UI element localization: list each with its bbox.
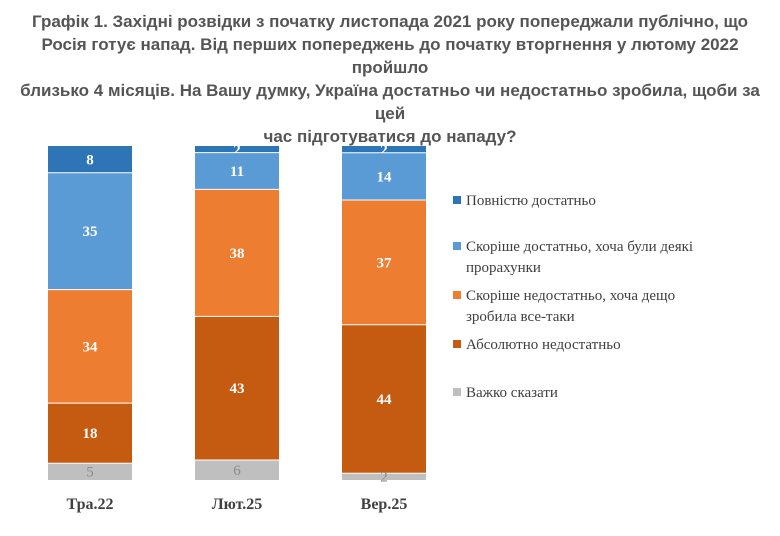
- data-label-1-4: 18: [83, 426, 98, 442]
- legend-swatch-5: [453, 388, 461, 396]
- title-line-2: Росія готує напад. Від перших попереджен…: [41, 35, 739, 77]
- data-label-1-1: 8: [86, 152, 94, 168]
- legend-swatch-3: [453, 291, 461, 299]
- category-label-1: Тра.22: [67, 496, 114, 513]
- legend-label-3-line-1: Скоріше недостатньо, хоча дещо: [466, 288, 675, 304]
- bar-segment-2-3: [195, 189, 279, 317]
- bar-segment-3-5: [342, 473, 426, 480]
- bar-segment-2-2: [195, 152, 279, 190]
- category-label-3: Вер.25: [361, 496, 408, 513]
- data-label-3-3: 37: [377, 255, 393, 271]
- data-label-3-5: 2: [380, 470, 388, 486]
- legend-label-2-line-2: прорахунки: [466, 260, 541, 276]
- legend-label-5: Важко сказати: [466, 385, 558, 401]
- legend-swatch-1: [453, 196, 461, 204]
- bar-segment-1-5: [48, 463, 132, 480]
- legend-label-4: Абсолютно недостатньо: [466, 337, 621, 353]
- legend-swatch-4: [453, 340, 461, 348]
- bars-group: 8 35 34 18 5 2 11 38 43 6 2 14 37 44 2: [48, 142, 426, 486]
- bar-segment-1-1: [48, 146, 132, 173]
- data-label-2-4: 43: [230, 381, 245, 397]
- legend-label-3-line-2: зробила все-таки: [466, 309, 575, 325]
- bar-segment-2-4: [195, 316, 279, 460]
- bar-segment-2-5: [195, 459, 279, 480]
- data-label-3-1: 2: [380, 142, 388, 158]
- legend-label-2-line-1: Скоріше достатньо, хоча були деякі: [466, 239, 693, 255]
- data-label-1-5: 5: [86, 465, 94, 481]
- data-label-3-2: 14: [377, 169, 393, 185]
- bar-segment-3-1: [342, 146, 426, 153]
- bar-segment-3-2: [342, 152, 426, 200]
- title-line-4: час підготуватися до нападу?: [263, 127, 517, 146]
- data-label-1-3: 34: [83, 339, 99, 355]
- bar-segment-2-1: [195, 146, 279, 153]
- data-label-1-2: 35: [83, 224, 98, 240]
- bar-segment-1-2: [48, 172, 132, 290]
- bar-segment-1-4: [48, 403, 132, 464]
- legend: Повністю достатньо Скоріше достатньо, хоч…: [453, 193, 693, 401]
- chart-title: Графік 1. Західні розвідки з початку лис…: [20, 10, 760, 148]
- category-label-2: Лют.25: [212, 496, 263, 513]
- bar-segment-1-3: [48, 289, 132, 404]
- data-label-2-1: 2: [233, 142, 241, 158]
- data-label-2-5: 6: [233, 463, 241, 479]
- bar-segment-3-3: [342, 199, 426, 325]
- data-label-2-3: 38: [230, 246, 245, 262]
- data-label-3-4: 44: [377, 392, 393, 408]
- legend-swatch-2: [453, 242, 461, 250]
- legend-label-1: Повністю достатньо: [466, 193, 596, 209]
- title-line-3: близько 4 місяців. На Вашу думку, Україн…: [20, 81, 760, 123]
- bar-segment-3-4: [342, 324, 426, 474]
- data-label-2-2: 11: [230, 164, 244, 180]
- category-labels: Тра.22 Лют.25 Вер.25: [67, 496, 408, 513]
- title-line-1: Графік 1. Західні розвідки з початку лис…: [31, 12, 749, 31]
